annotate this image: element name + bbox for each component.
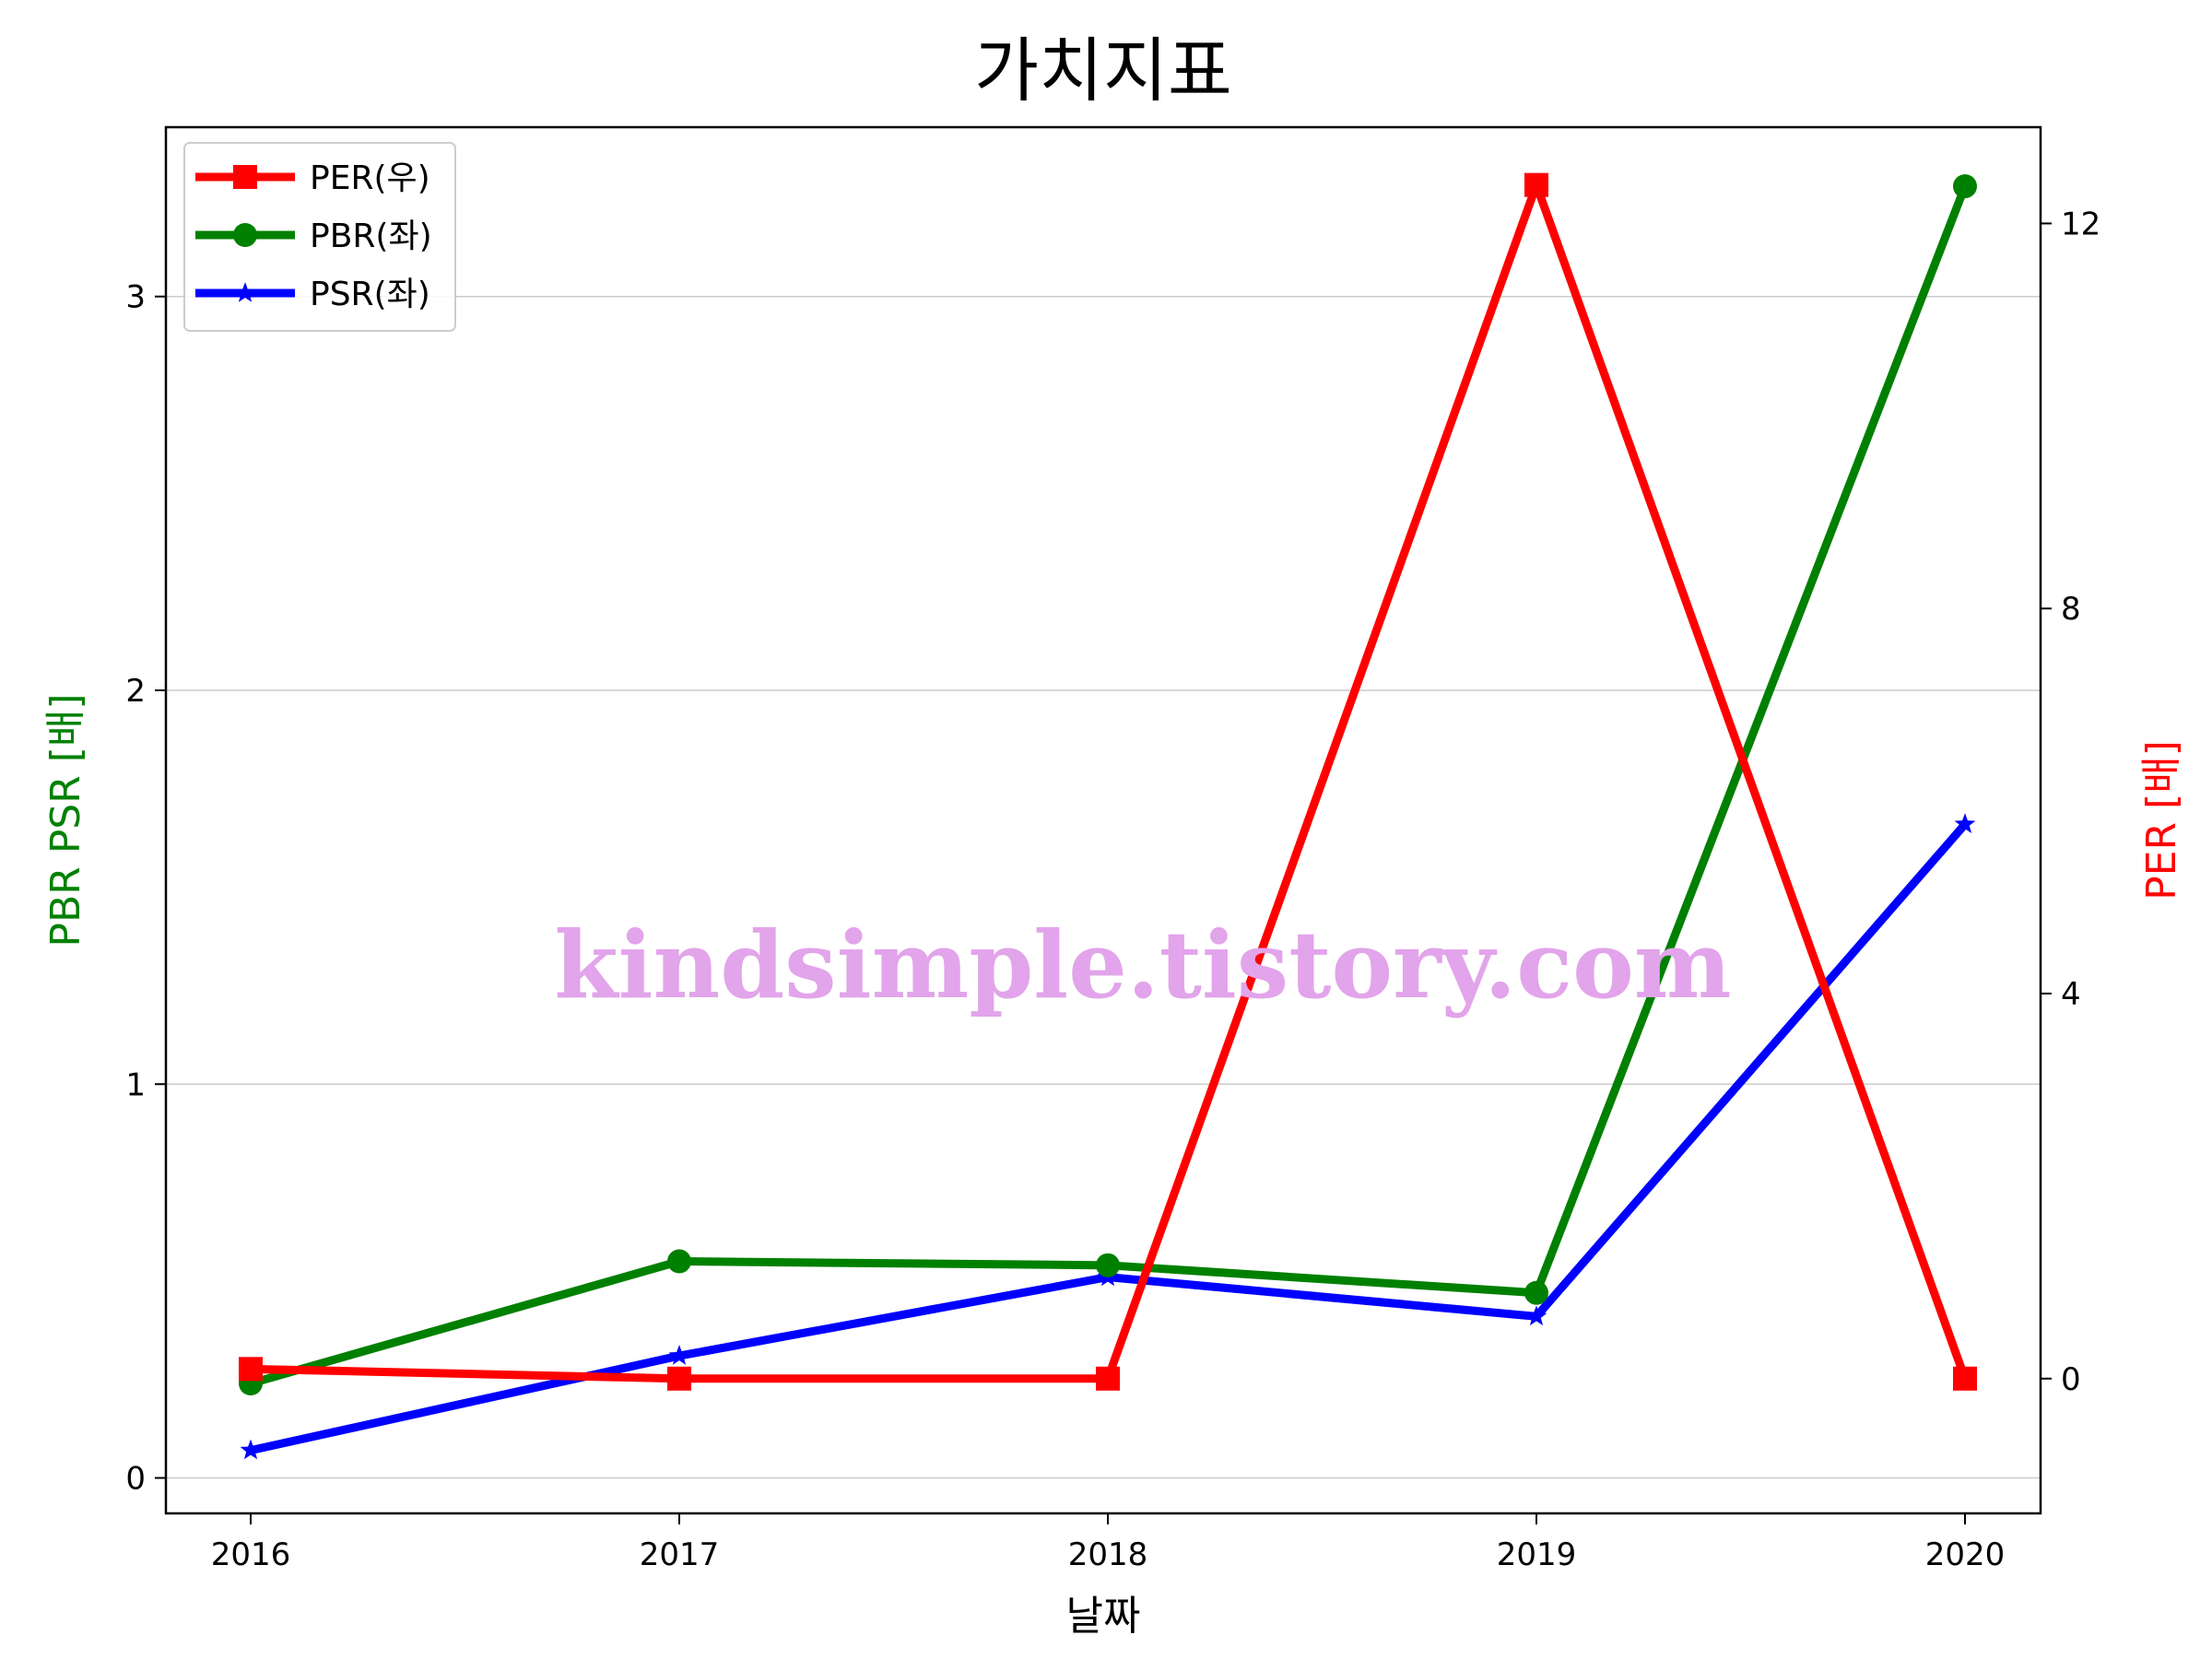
data-point xyxy=(239,1357,263,1382)
legend-marker xyxy=(233,165,257,189)
right-y-tick-label: 8 xyxy=(2061,591,2081,628)
series-PER(우) xyxy=(239,172,1977,1391)
x-tick-label: 2016 xyxy=(211,1536,291,1573)
watermark: kindsimple.tistory.com xyxy=(554,911,1731,1019)
data-point xyxy=(668,1345,690,1365)
x-tick-label: 2019 xyxy=(1497,1536,1577,1573)
left-y-axis-label: PBR PSR [배] xyxy=(42,693,89,947)
data-point xyxy=(1953,1366,1977,1391)
data-point xyxy=(1953,174,1977,199)
data-point xyxy=(1096,1366,1120,1391)
legend-box xyxy=(183,142,456,332)
x-tick-label: 2020 xyxy=(1925,1536,2006,1573)
legend-label: PSR(좌) xyxy=(310,276,430,313)
data-point xyxy=(1524,172,1548,197)
left-y-tick-label: 2 xyxy=(125,673,146,710)
right-y-tick-label: 12 xyxy=(2061,206,2100,242)
series-layer xyxy=(239,172,1977,1460)
left-y-tick-label: 1 xyxy=(125,1066,146,1103)
data-point xyxy=(1096,1253,1120,1277)
right-y-tick-label: 4 xyxy=(2061,976,2081,1013)
legend-item: PBR(좌) xyxy=(195,218,432,255)
x-axis-label: 날짜 xyxy=(1066,1593,1141,1640)
legend-item: PER(우) xyxy=(195,159,430,197)
left-y-tick-label: 3 xyxy=(125,279,146,316)
right-y-tick-label: 0 xyxy=(2061,1361,2081,1398)
right-y-axis-label: PER [배] xyxy=(2138,740,2185,900)
chart-title: 가치지표 xyxy=(974,29,1232,112)
legend-marker xyxy=(234,282,256,302)
legend-label: PBR(좌) xyxy=(310,218,432,255)
legend-label: PER(우) xyxy=(310,159,430,197)
legend-marker xyxy=(233,223,257,247)
data-point xyxy=(240,1439,262,1460)
plot-area-frame xyxy=(164,125,2042,1515)
x-tick-label: 2018 xyxy=(1068,1536,1148,1573)
data-point xyxy=(667,1366,691,1391)
data-point xyxy=(1524,1280,1548,1305)
watermark-text: kindsimple.tistory.com xyxy=(554,911,1731,1019)
x-tick-label: 2017 xyxy=(640,1536,720,1573)
grid-lines xyxy=(166,295,2041,1479)
data-point xyxy=(667,1249,691,1274)
legend: PER(우) PBR(좌) PSR(좌) xyxy=(183,142,456,332)
data-point xyxy=(1954,813,1976,833)
data-point xyxy=(1525,1305,1547,1326)
left-y-tick-label: 0 xyxy=(125,1461,146,1498)
legend-item: PSR(좌) xyxy=(195,276,430,313)
